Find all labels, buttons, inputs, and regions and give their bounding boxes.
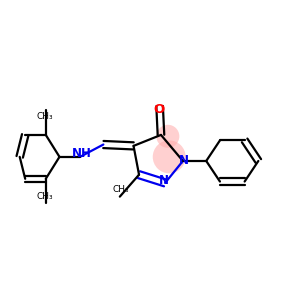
Text: CH₃: CH₃ [36, 192, 53, 201]
Text: NH: NH [71, 147, 92, 160]
Text: N: N [178, 154, 188, 166]
Text: CH₃: CH₃ [113, 185, 130, 194]
Text: CH₃: CH₃ [36, 112, 53, 122]
Text: N: N [159, 174, 169, 187]
Circle shape [153, 140, 186, 173]
Text: O: O [153, 103, 165, 116]
Circle shape [156, 125, 179, 148]
